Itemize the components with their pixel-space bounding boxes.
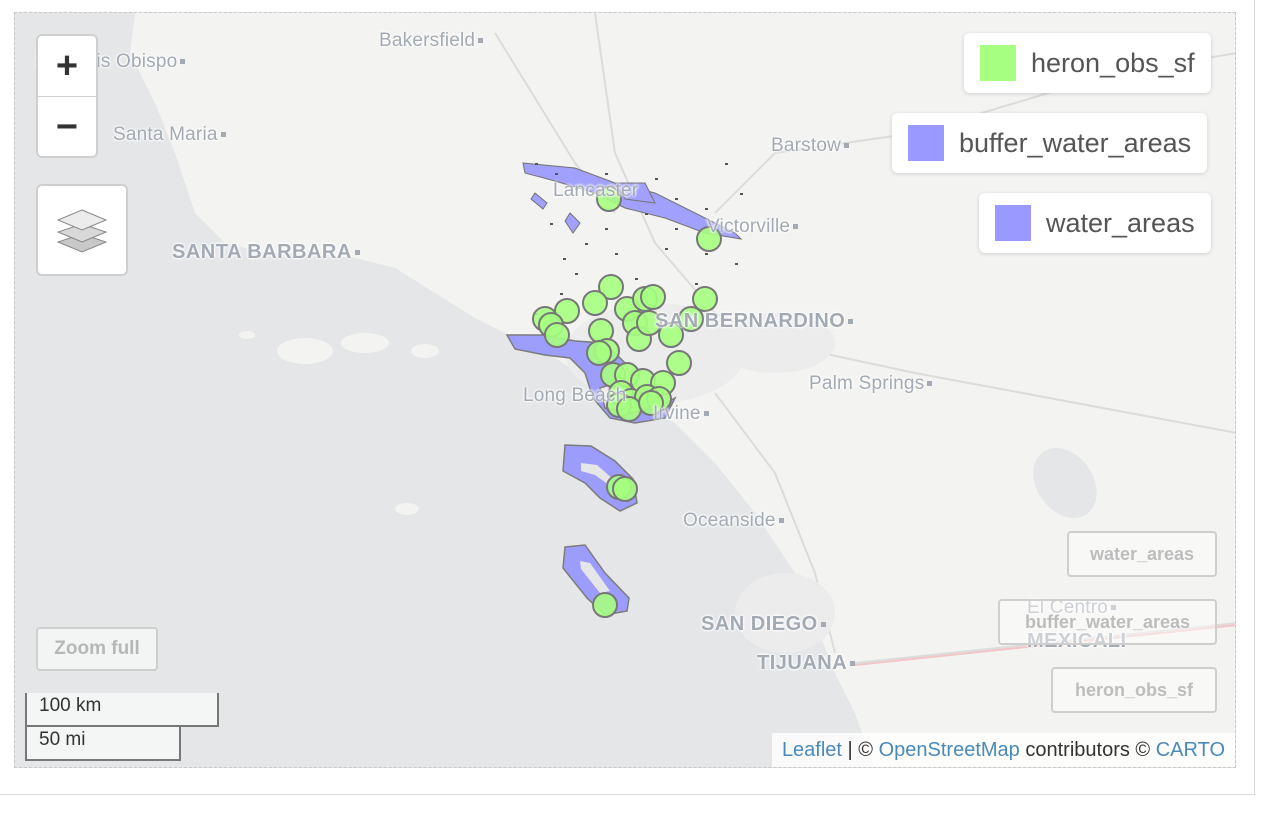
zoom-out-button[interactable]: − — [55, 106, 79, 148]
heron-point — [592, 592, 618, 618]
city-label-santa-barbara: SANTA BARBARA — [172, 241, 360, 264]
heron-point — [638, 390, 664, 416]
city-label-irvine: Irvine — [653, 403, 709, 425]
scale-bar-km: 100 km — [25, 693, 219, 727]
water-areas-layer — [522, 162, 743, 240]
heron-point — [598, 274, 624, 300]
channel-island — [239, 331, 255, 339]
heron-point — [692, 286, 718, 312]
layer-toggle-buffer-water-areas[interactable]: buffer_water_areas — [998, 599, 1217, 645]
map-canvas[interactable]: San Luis Obispo Bakersfield Santa Maria … — [14, 12, 1236, 768]
legend-water-areas: water_areas — [979, 193, 1211, 253]
layer-toggle-heron-obs[interactable]: heron_obs_sf — [1051, 667, 1217, 713]
salton-sea — [1033, 447, 1097, 519]
heron-point — [658, 322, 684, 348]
city-label-oceanside: Oceanside — [683, 510, 784, 532]
page-divider — [0, 794, 1256, 795]
legend-swatch — [908, 125, 944, 161]
city-label-bakersfield: Bakersfield — [379, 30, 484, 52]
city-label-long-beach: Long Beach — [523, 385, 627, 406]
legend-swatch — [995, 205, 1031, 241]
channel-island — [411, 344, 439, 358]
channel-island — [395, 503, 419, 515]
layers-icon — [56, 209, 108, 253]
osm-link[interactable]: OpenStreetMap — [878, 738, 1020, 761]
zoom-full-button[interactable]: Zoom full — [36, 627, 158, 671]
heron-point — [696, 226, 722, 252]
heron-obs-layer — [532, 186, 722, 618]
legend-swatch — [980, 45, 1016, 81]
heron-point — [582, 290, 608, 316]
city-label-lancaster: Lancaster — [553, 180, 639, 201]
city-label-palm-springs: Palm Springs — [809, 373, 933, 395]
heron-point — [586, 340, 612, 366]
attribution-sep: | © — [842, 738, 879, 761]
carto-link[interactable]: CARTO — [1155, 738, 1225, 761]
channel-island — [341, 333, 389, 353]
city-label-victorville: Victorville — [707, 216, 799, 238]
attribution-contributors: contributors © — [1019, 738, 1156, 761]
layer-toggle-water-areas[interactable]: water_areas — [1067, 531, 1217, 577]
legend-label: heron_obs_sf — [1031, 47, 1195, 78]
city-label-tijuana: TIJUANA — [757, 652, 856, 675]
city-label-barstow: Barstow — [771, 135, 850, 157]
city-label-san-bernardino: SAN BERNARDINO — [655, 310, 854, 333]
heron-point — [596, 186, 622, 212]
city-label-san-diego: SAN DIEGO — [701, 613, 826, 636]
legend-label: buffer_water_areas — [959, 127, 1192, 158]
layers-control-button[interactable] — [36, 184, 128, 276]
heron-point — [678, 306, 704, 332]
heron-point — [666, 350, 692, 376]
legend-label: water_areas — [1046, 207, 1195, 238]
page-edge — [1254, 0, 1255, 795]
leaflet-link[interactable]: Leaflet — [781, 738, 842, 761]
city-label-el-centro: El Centro — [1027, 597, 1117, 619]
legend-heron-obs: heron_obs_sf — [964, 33, 1211, 93]
channel-island — [277, 338, 333, 364]
heron-point — [612, 476, 638, 502]
city-label-santa-maria: Santa Maria — [113, 124, 226, 146]
zoom-control: + − — [36, 34, 98, 158]
scale-bar-mi: 50 mi — [25, 727, 181, 761]
zoom-in-button[interactable]: + — [38, 36, 96, 97]
city-label-mexicali: MEXICALI — [1027, 630, 1127, 652]
heron-point — [544, 322, 570, 348]
heron-point — [636, 310, 662, 336]
heron-point — [640, 284, 666, 310]
map-attribution: Leaflet | © OpenStreetMap contributors ©… — [771, 733, 1235, 767]
legend-buffer-water-areas: buffer_water_areas — [892, 113, 1208, 173]
